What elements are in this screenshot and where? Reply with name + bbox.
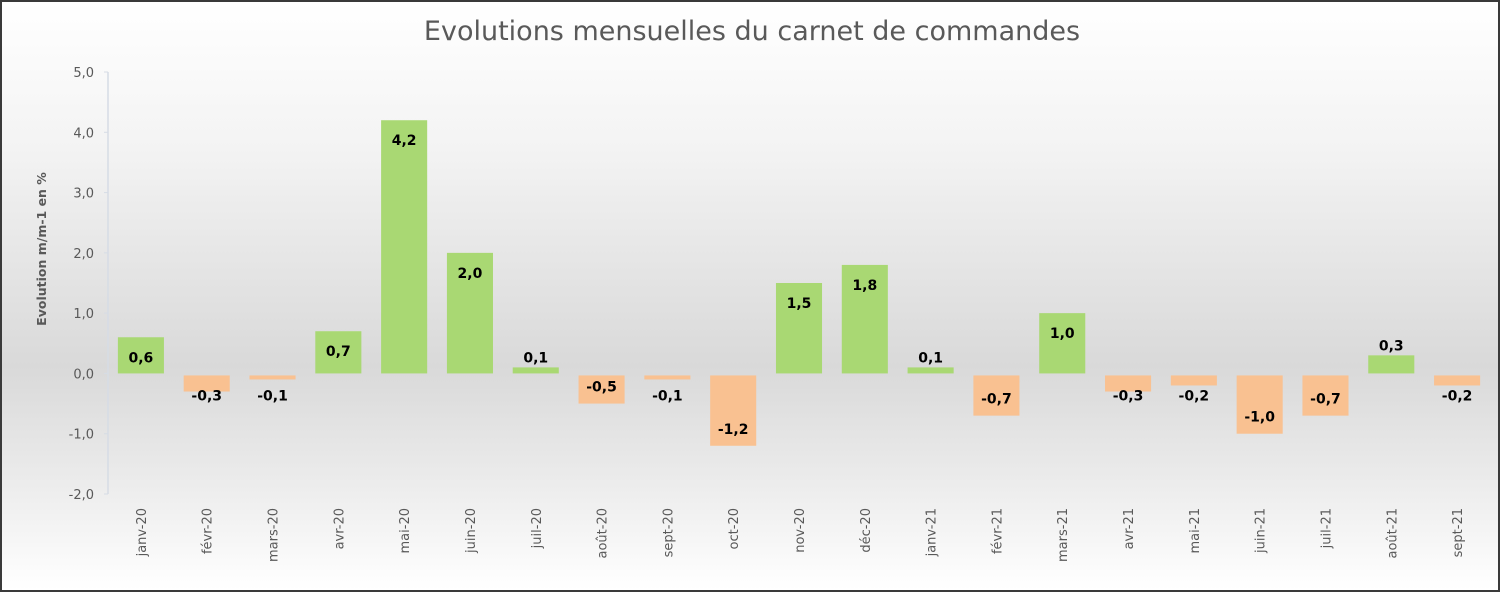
data-label: -0,2 — [1179, 388, 1210, 404]
category-label: janv-21 — [925, 508, 940, 557]
data-label: 1,8 — [852, 278, 877, 294]
category-label: sept-21 — [1451, 508, 1466, 557]
category-label: mars-21 — [1056, 508, 1071, 562]
bar-sept-20 — [644, 375, 691, 380]
category-label: avr-21 — [1122, 508, 1137, 549]
data-label: -0,7 — [981, 392, 1012, 408]
category-label: juin-21 — [1254, 508, 1269, 554]
y-tick-label: 5,0 — [73, 66, 94, 81]
y-tick-label: 4,0 — [73, 126, 94, 141]
category-label: oct-20 — [727, 508, 742, 549]
bar-août-20 — [578, 375, 625, 404]
data-label: 0,1 — [918, 350, 943, 366]
data-label: -0,3 — [1113, 388, 1144, 404]
data-label: -0,7 — [1310, 392, 1341, 408]
data-label: 0,6 — [128, 350, 153, 366]
bar-mai-21 — [1170, 375, 1217, 386]
category-label: mai-21 — [1188, 508, 1203, 553]
data-label: 0,3 — [1379, 338, 1404, 354]
bar-avr-20 — [315, 331, 362, 374]
bar-janv-20 — [117, 337, 164, 374]
bar-déc-20 — [841, 264, 888, 374]
category-label: juin-20 — [464, 508, 479, 554]
bar-oct-20 — [710, 375, 757, 446]
bar-nov-20 — [775, 283, 823, 374]
category-label: mai-20 — [398, 508, 413, 553]
bar-juil-21 — [1302, 375, 1349, 416]
category-label: févr-21 — [990, 508, 1005, 554]
category-label: août-21 — [1385, 508, 1400, 559]
y-tick-label: -2,0 — [69, 488, 94, 503]
y-tick-label: 3,0 — [73, 187, 94, 202]
data-label: 0,7 — [326, 344, 351, 360]
bar-juin-20 — [446, 252, 493, 374]
data-label: -0,2 — [1442, 388, 1473, 404]
category-label: mars-20 — [267, 508, 282, 562]
bar-févr-20 — [183, 375, 230, 392]
data-label: 2,0 — [458, 266, 483, 282]
category-label: févr-20 — [201, 508, 216, 554]
bar-mars-20 — [249, 375, 296, 380]
bars — [117, 120, 1481, 446]
category-label: déc-20 — [859, 508, 874, 553]
chart-title: Evolutions mensuelles du carnet de comma… — [423, 16, 1081, 47]
bar-mars-21 — [1039, 313, 1086, 374]
data-label: 1,5 — [787, 296, 812, 312]
data-label: 4,2 — [392, 133, 417, 149]
bar-janv-21 — [907, 367, 954, 374]
category-label: août-20 — [596, 508, 611, 559]
data-label: -1,0 — [1244, 410, 1275, 426]
y-ticks: 5,0 4,0 3,0 2,0 1,0 0,0 -1,0 -2,0 — [69, 66, 108, 503]
bar-juin-21 — [1236, 375, 1283, 434]
data-label: -0,1 — [652, 388, 683, 404]
bar-mai-20 — [381, 120, 428, 374]
category-label: avr-20 — [332, 508, 347, 549]
data-label: -0,5 — [586, 380, 617, 396]
bar-avr-21 — [1105, 375, 1152, 392]
category-labels: janv-20 févr-20 mars-20 avr-20 mai-20 juin-20… — [135, 508, 1466, 562]
category-label: sept-20 — [661, 508, 676, 557]
y-tick-label: 2,0 — [73, 247, 94, 262]
data-label: 0,1 — [523, 350, 548, 366]
y-tick-label: 0,0 — [73, 367, 94, 382]
category-label: juil-20 — [530, 508, 545, 549]
category-label: juil-21 — [1319, 508, 1334, 549]
bar-août-21 — [1368, 355, 1415, 374]
data-label: -0,3 — [191, 388, 222, 404]
data-labels: 0,6 -0,3 -0,1 0,7 4,2 2,0 0,1 -0,5 -0,1 -1,2 1,5 1,… — [128, 133, 1472, 438]
data-label: -0,1 — [257, 388, 288, 404]
y-axis-title: Evolution m/m-1 en % — [34, 172, 49, 326]
bar-sept-21 — [1434, 375, 1481, 386]
data-label: 1,0 — [1050, 326, 1075, 342]
category-label: nov-20 — [793, 508, 808, 553]
data-label: -1,2 — [718, 422, 749, 438]
bar-févr-21 — [973, 375, 1020, 416]
axis-layer: Evolution m/m-1 en % — [34, 72, 109, 494]
y-tick-label: -1,0 — [69, 428, 94, 443]
y-tick-label: 1,0 — [73, 307, 94, 322]
bar-juil-20 — [512, 367, 559, 374]
category-label: janv-20 — [135, 508, 150, 557]
